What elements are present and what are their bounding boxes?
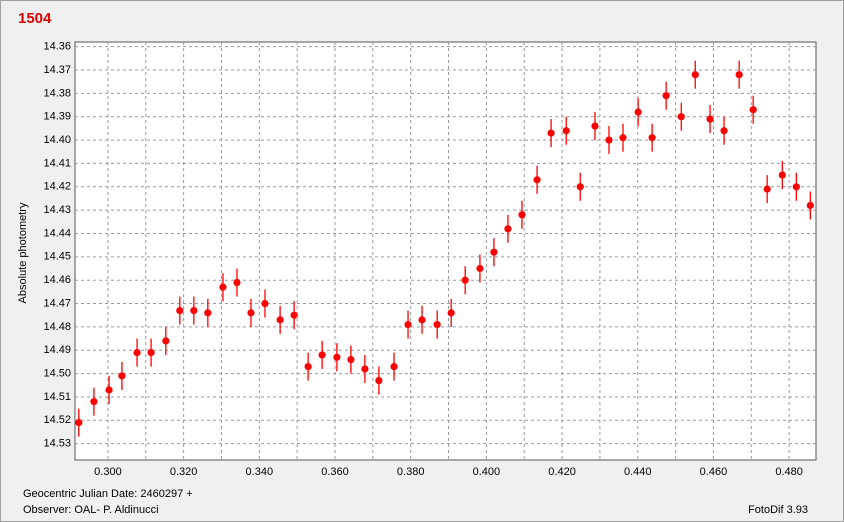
data-point [806,201,814,210]
data-point [619,134,627,142]
data-point [304,362,312,371]
data-point [162,337,170,345]
x-tick-label: 0.360 [321,466,349,478]
footer-text: Observer: OAL- P. Aldinucci [23,504,159,516]
x-tick-label: 0.480 [775,466,803,478]
data-point [576,183,584,191]
data-point [547,129,555,137]
y-tick-label: 14.52 [43,414,71,426]
data-point [261,299,269,308]
plot-area [74,41,817,461]
data-point [233,278,241,287]
data-point [418,316,426,324]
data-point [219,283,227,291]
x-tick-label: 0.400 [473,466,501,478]
y-tick-label: 14.53 [43,438,71,450]
footer-text: FotoDif 3.93 [748,504,808,516]
data-point [118,372,126,380]
x-tick-label: 0.380 [397,466,425,478]
footer-text: Geocentric Julian Date: 2460297 + [23,488,193,500]
data-point [361,365,369,373]
y-tick-label: 14.45 [43,251,71,263]
data-point [90,398,98,406]
data-point [792,183,800,191]
data-point [433,320,441,329]
y-tick-label: 14.48 [43,321,71,333]
data-point [333,353,341,361]
data-point [190,306,198,315]
data-point [778,171,786,179]
data-point [749,106,757,114]
data-point [133,348,141,357]
x-tick-label: 0.440 [624,466,652,478]
x-tick-label: 0.460 [700,466,728,478]
data-point [677,113,685,121]
x-tick-label: 0.420 [548,466,576,478]
y-tick-label: 14.47 [43,297,71,309]
data-point [490,248,498,256]
x-tick-label: 0.340 [246,466,274,478]
y-tick-label: 14.44 [43,227,71,239]
y-tick-label: 14.43 [43,204,71,216]
y-tick-label: 14.38 [43,87,71,99]
y-tick-label: 14.37 [43,64,71,76]
y-tick-label: 14.49 [43,344,71,356]
y-tick-label: 14.46 [43,274,71,286]
data-point [247,309,255,317]
data-point [662,92,670,100]
data-point [648,134,656,142]
y-tick-label: 14.41 [43,157,71,169]
data-point [290,311,298,319]
data-point [518,211,526,219]
data-point [706,115,714,123]
data-point [347,355,355,364]
data-point [75,419,83,427]
data-point [562,127,570,135]
data-point [204,309,212,317]
data-point [634,108,642,116]
y-tick-label: 14.50 [43,368,71,380]
y-tick-label: 14.42 [43,181,71,193]
data-point [276,316,284,324]
data-point [605,136,613,144]
data-point [390,362,398,371]
data-point [105,386,113,394]
data-point [176,306,184,315]
chart-title: 1504 [18,10,52,27]
data-point [763,185,771,193]
data-point [476,264,484,273]
x-tick-label: 0.300 [94,466,122,478]
y-tick-label: 14.51 [43,391,71,403]
y-tick-label: 14.40 [43,134,71,146]
data-point [720,127,728,135]
data-point [735,71,743,79]
data-point [404,320,412,329]
data-point [447,309,455,317]
data-point [591,122,599,130]
data-point [318,351,326,359]
data-point [533,176,541,184]
x-tick-label: 0.320 [170,466,198,478]
y-tick-label: 14.39 [43,111,71,123]
data-point [691,71,699,79]
y-axis-label: Absolute photometry [17,202,29,303]
data-point [375,377,383,385]
data-point [504,225,512,233]
data-point [461,276,469,284]
data-point [147,348,155,357]
y-tick-label: 14.36 [43,41,71,53]
